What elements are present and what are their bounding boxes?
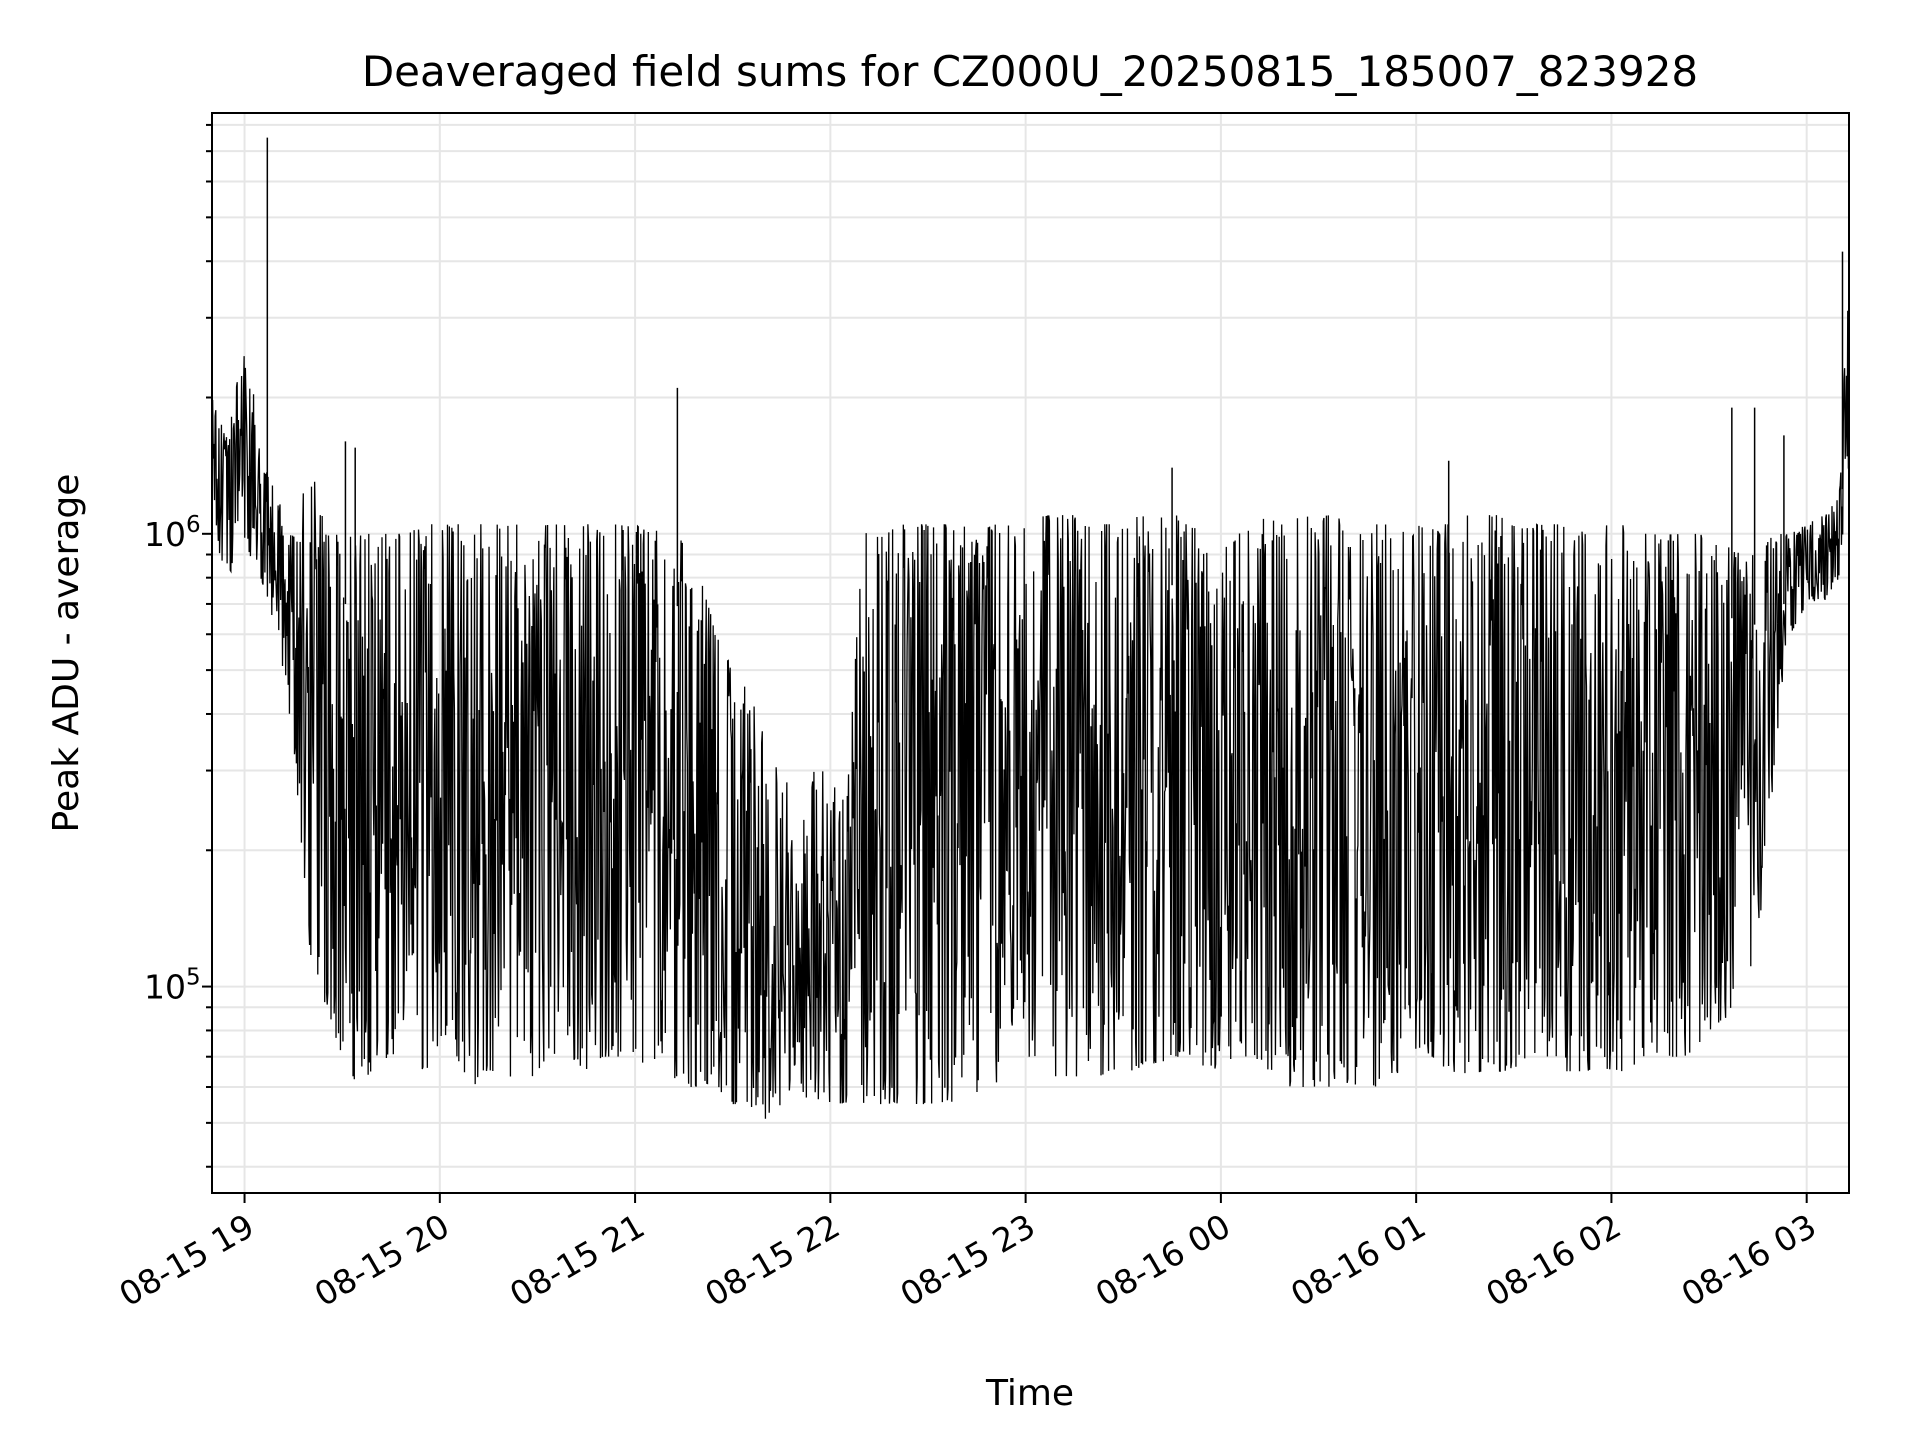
y-tick-label: 106 [144,512,201,554]
y-tick-exponent: 6 [186,512,201,538]
chart-title: Deaveraged field sums for CZ000U_2025081… [362,47,1698,96]
plot-frame [211,112,1850,1194]
y-tick-exponent: 5 [186,965,201,991]
grid-lines [212,113,1849,1193]
y-tick-base: 10 [144,515,186,554]
y-tick-label: 105 [144,965,201,1007]
series-line [211,310,1850,1119]
y-tick-base: 10 [144,968,186,1007]
y-axis-label: Peak ADU - average [46,474,87,833]
x-axis-label: Time [985,1373,1074,1414]
data-series [211,137,1850,1119]
